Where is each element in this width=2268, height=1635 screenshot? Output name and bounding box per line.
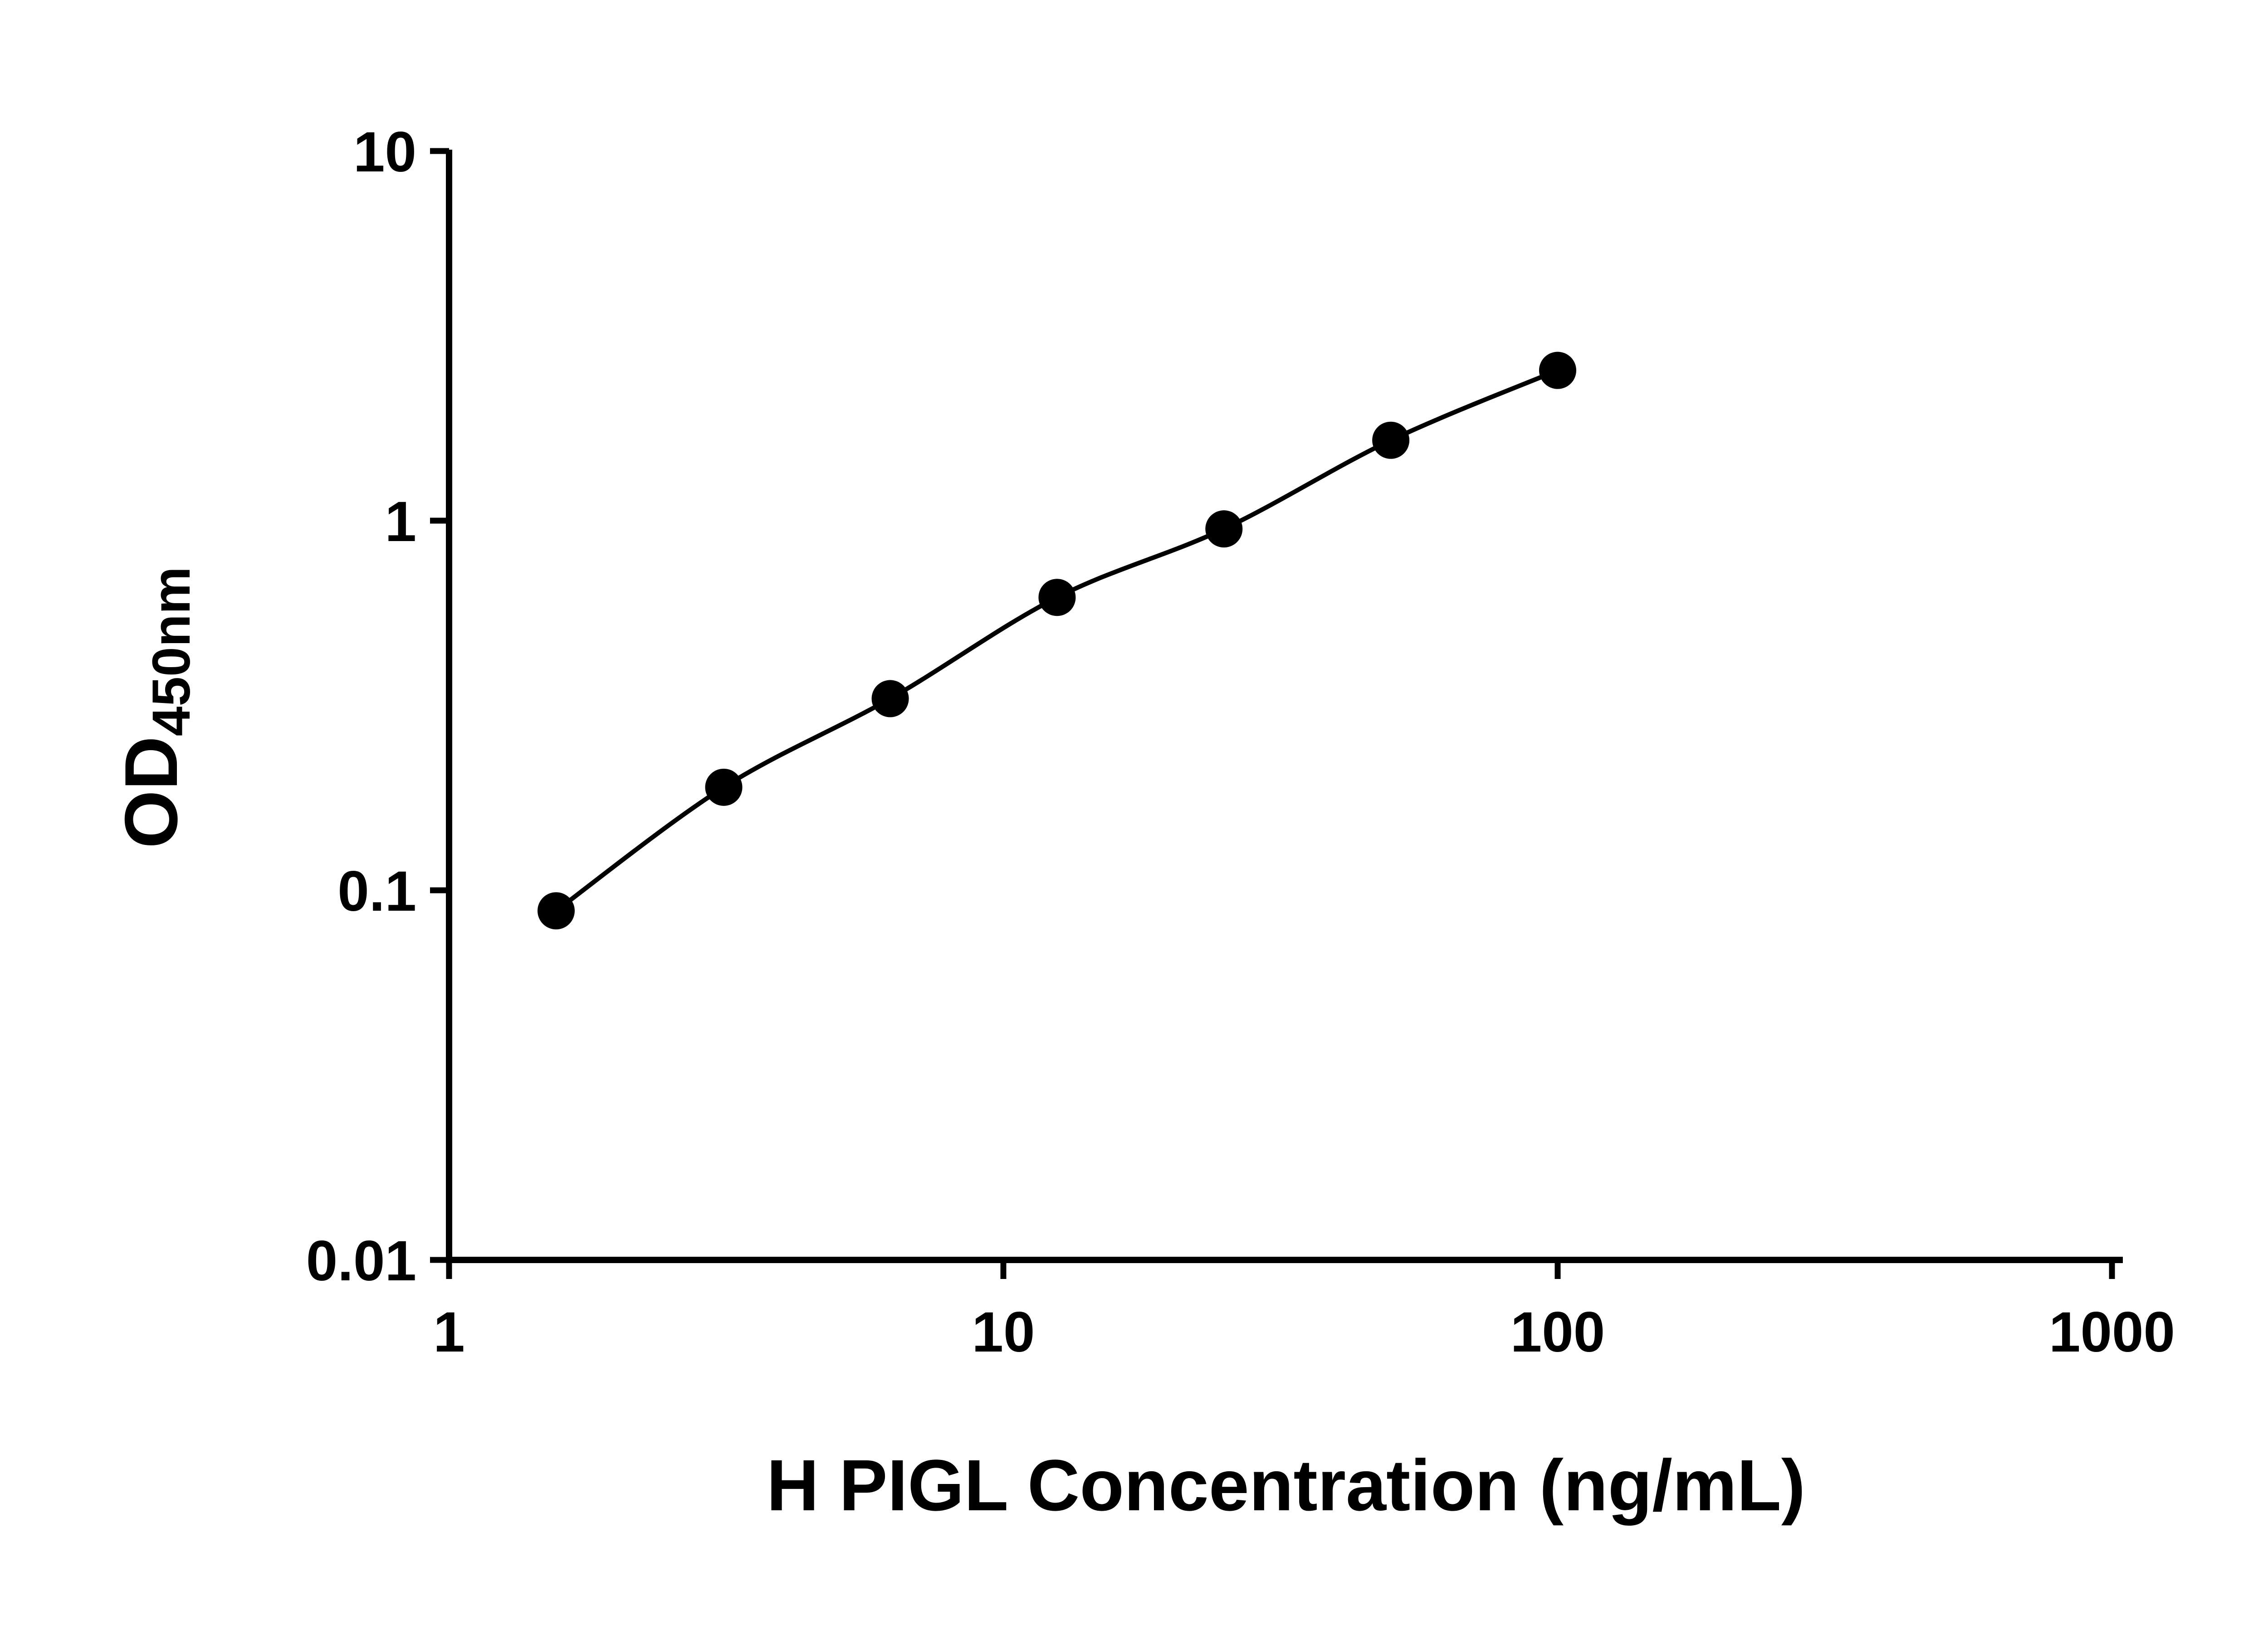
data-point-3 <box>871 680 909 717</box>
standard-curve-line <box>555 368 1559 913</box>
y-tick-label: 10 <box>353 121 416 184</box>
data-point-2 <box>705 768 743 806</box>
y-axis-title-subscript: 450nm <box>142 566 201 736</box>
axis-spine <box>446 150 2123 1263</box>
y-tick-label: 1 <box>385 490 416 553</box>
data-point-6 <box>1372 421 1410 459</box>
y-tick-label: 0.1 <box>337 860 416 923</box>
x-tick-label: 1000 <box>2049 1301 2175 1364</box>
x-tick-label: 100 <box>1510 1301 1605 1364</box>
plot-area: 1 10 100 1000 0.01 0.1 1 10 <box>306 121 2175 1364</box>
y-axis-title: OD450nm <box>109 566 201 848</box>
data-point-5 <box>1205 510 1243 548</box>
x-axis-title: H PIGL Concentration (ng/mL) <box>767 1445 1805 1526</box>
y-axis-title-main: OD <box>109 736 193 849</box>
x-tick-label: 10 <box>972 1301 1035 1364</box>
data-point-1 <box>537 892 575 930</box>
y-tick-label: 0.01 <box>306 1230 416 1293</box>
data-point-4 <box>1038 579 1076 616</box>
x-tick-label: 1 <box>433 1301 465 1364</box>
data-point-7 <box>1539 351 1576 389</box>
